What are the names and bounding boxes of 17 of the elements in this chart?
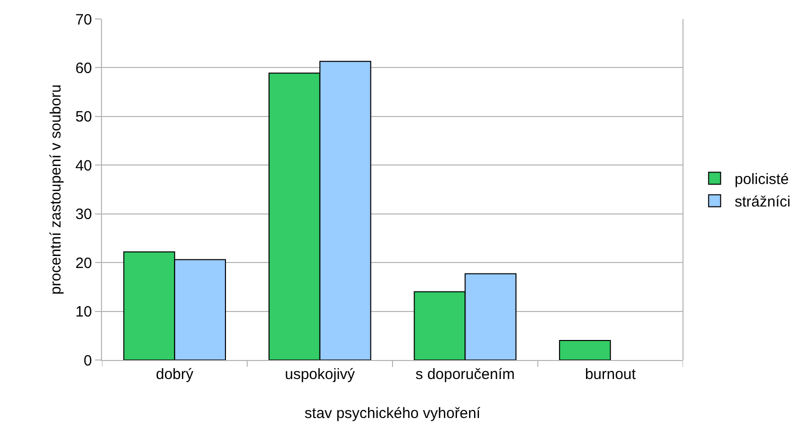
x-tick-label: dobrý: [156, 366, 194, 383]
y-tick-label: 40: [75, 157, 92, 174]
x-tick-label: uspokojivý: [284, 366, 356, 383]
y-axis-title: procentní zastoupení v souboru: [48, 84, 65, 295]
y-tick-label: 0: [84, 352, 92, 370]
y-tick-label: 70: [75, 11, 92, 28]
y-tick-label: 10: [75, 304, 92, 321]
x-tick-label: s doporučením: [416, 366, 515, 383]
legend-label: policisté: [734, 171, 789, 188]
y-tick-label: 60: [75, 60, 92, 77]
bar: [559, 340, 611, 360]
legend-label: strážníci: [734, 194, 790, 211]
x-tick-label: burnout: [584, 366, 637, 383]
x-axis-title: stav psychického vyhoření: [304, 405, 482, 422]
y-tick-label: 30: [75, 206, 92, 224]
y-tick-label: 50: [75, 108, 92, 126]
y-tick-label: 20: [75, 254, 92, 272]
